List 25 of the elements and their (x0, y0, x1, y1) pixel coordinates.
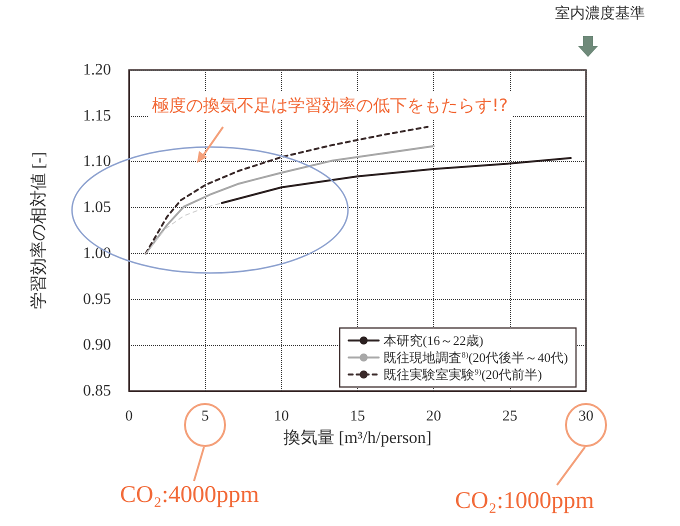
line-series (144, 126, 429, 254)
y-axis-title: 学習効率の相対値 [-] (29, 152, 48, 310)
y-tick-label: 1.10 (83, 153, 111, 170)
x-tick-label: 25 (502, 408, 518, 424)
legend-label: 本研究(16～22歳) (384, 333, 484, 348)
x-tick-label: 0 (125, 408, 133, 424)
line-series (220, 157, 572, 204)
x-tick-label: 10 (274, 408, 289, 424)
text: CO₂:4000ppm (120, 482, 260, 509)
x-tick-label: 5 (201, 408, 209, 424)
text: 室内濃度基準 (555, 4, 645, 23)
x-tick-label: 15 (350, 408, 365, 424)
text: CO₂:1000ppm (455, 488, 594, 515)
x-axis-title: 換気量 [m³/h/person] (283, 428, 432, 447)
annotation: 極度の換気不足は学習効率の低下をもたらす!? (148, 92, 512, 119)
line-series (144, 145, 435, 254)
y-tick-label: 1.15 (83, 107, 111, 124)
y-tick-label: 0.85 (83, 382, 111, 400)
line-series (145, 202, 222, 254)
y-tick-label: 0.90 (83, 336, 111, 354)
y-tick-label: 1.05 (83, 199, 111, 216)
x-tick-label: 30 (578, 408, 594, 424)
x-tick-label: 20 (426, 408, 442, 424)
y-tick-label: 1.20 (83, 62, 111, 78)
y-tick-label: 0.95 (83, 290, 111, 308)
